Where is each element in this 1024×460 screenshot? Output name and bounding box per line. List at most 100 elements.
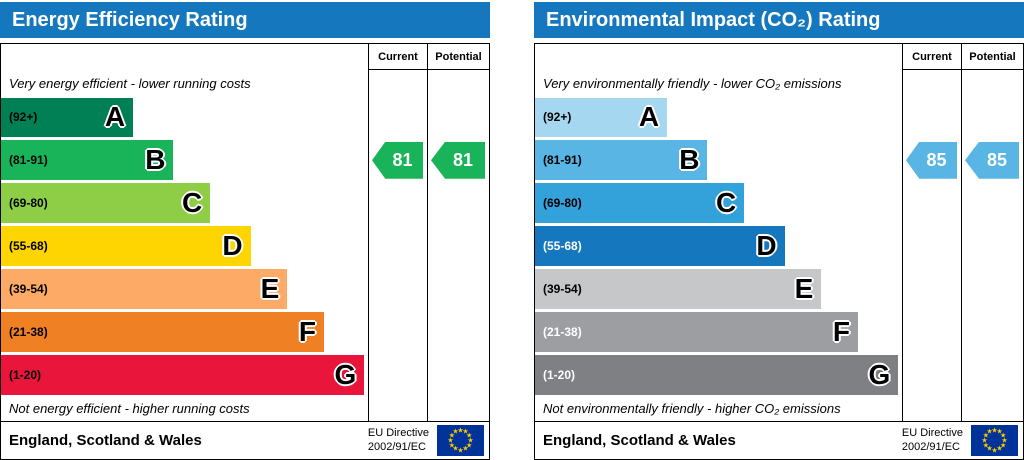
energy-region-label: England, Scotland & Wales	[9, 432, 202, 449]
band-row-g: (1-20) G	[535, 353, 902, 396]
band-bar-b: (81-91) B	[535, 140, 708, 181]
band-row-a: (92+) A	[535, 96, 902, 139]
energy-footer-right: EU Directive 2002/91/EC ★ ★ ★ ★ ★ ★ ★ ★ ★ ★ ★ ★	[368, 425, 484, 456]
band-row-d: (55-68) D	[1, 225, 368, 268]
band-bar-e: (39-54) E	[1, 268, 288, 309]
energy-band-area: Very energy efficient - lower running co…	[1, 70, 368, 421]
energy-current-rating-arrow: 81	[372, 141, 423, 179]
co2-potential-column-header: Potential	[961, 44, 1023, 70]
co2-eu-directive-line1: EU Directive	[901, 426, 963, 439]
band-range-label: (92+)	[9, 110, 38, 125]
band-range-label: (39-54)	[543, 281, 582, 296]
band-letter: D	[222, 230, 243, 261]
co2-eu-directive-text: EU Directive 2002/91/EC	[902, 427, 963, 455]
band-range-label: (1-20)	[9, 367, 42, 382]
energy-top-note: Very energy efficient - lower running co…	[9, 75, 251, 91]
co2-band-area: Very environmentally friendly - lower CO…	[535, 70, 902, 421]
band-letter: A	[104, 101, 126, 133]
band-letter: A	[638, 101, 660, 133]
band-letter: E	[794, 272, 814, 304]
eu-flag-star: ★	[462, 445, 469, 453]
band-letter: B	[679, 144, 700, 176]
eu-flag-star: ★	[462, 428, 469, 436]
co2-bottom-note: Not environmentally friendly - higher CO…	[543, 401, 841, 416]
energy-potential-rating-value: 81	[452, 149, 474, 170]
co2-current-column-header: Current	[902, 44, 961, 70]
band-bar-c: (69-80) C	[1, 183, 211, 224]
eu-flag-star: ★	[467, 437, 474, 444]
band-letter: D	[756, 230, 777, 261]
co2-region-label: England, Scotland & Wales	[543, 432, 736, 449]
eu-flag-star: ★	[466, 432, 473, 439]
eu-flag-star: ★	[452, 428, 459, 436]
band-range-label: (21-38)	[543, 324, 582, 339]
co2-current-rating-value: 85	[926, 149, 947, 170]
eu-flag-star: ★	[1001, 437, 1008, 444]
eu-flag-star: ★	[982, 432, 989, 439]
eu-flag-star: ★	[447, 437, 454, 444]
band-bar-f: (21-38) F	[1, 311, 324, 352]
eu-flag-star: ★	[1000, 442, 1007, 449]
band-row-b: (81-91) B	[535, 139, 902, 182]
co2-chart-title: Environmental Impact (CO₂) Rating	[534, 2, 1024, 38]
band-row-d: (55-68) D	[535, 225, 902, 268]
energy-band-list: (92+) A (81-91) B (69-80) C (55-68) D (39-54) E (2…	[1, 96, 368, 396]
eu-flag-star: ★	[981, 437, 988, 444]
band-range-label: (1-20)	[543, 367, 576, 382]
energy-header-spacer	[1, 44, 368, 70]
co2-potential-column: 85	[961, 70, 1023, 421]
band-range-label: (81-91)	[9, 153, 48, 168]
energy-potential-column: 81	[427, 70, 489, 421]
co2-current-column: 85	[902, 70, 961, 421]
band-row-f: (21-38) F	[535, 310, 902, 353]
band-range-label: (21-38)	[9, 324, 48, 339]
band-bar-c: (69-80) C	[535, 183, 745, 224]
band-row-g: (1-20) G	[1, 353, 368, 396]
energy-chart-title: Energy Efficiency Rating	[0, 2, 490, 38]
eu-flag-star: ★	[448, 442, 455, 449]
energy-current-column: 81	[368, 70, 427, 421]
energy-footer: England, Scotland & Wales EU Directive 2…	[1, 421, 489, 459]
energy-chart-table: Current Potential Very energy efficient …	[0, 43, 490, 460]
band-row-e: (39-54) E	[1, 267, 368, 310]
band-row-f: (21-38) F	[1, 310, 368, 353]
band-letter: G	[868, 358, 891, 390]
band-bar-b: (81-91) B	[1, 140, 174, 181]
energy-current-rating-value: 81	[392, 149, 413, 170]
band-bar-f: (21-38) F	[535, 311, 858, 352]
eu-flag-star: ★	[1000, 432, 1007, 439]
co2-top-note: Very environmentally friendly - lower CO…	[543, 75, 842, 91]
band-row-a: (92+) A	[1, 96, 368, 139]
band-range-label: (69-80)	[9, 196, 48, 211]
co2-header-spacer	[535, 44, 902, 70]
co2-footer-right: EU Directive 2002/91/EC ★ ★ ★ ★ ★ ★ ★ ★ ★ ★ ★ ★	[902, 425, 1018, 456]
eu-flag-star: ★	[991, 427, 998, 434]
eu-flag-star: ★	[991, 447, 998, 454]
eu-flag-star: ★	[996, 428, 1003, 436]
eu-flag-star: ★	[982, 442, 989, 449]
eu-flag-icon: ★ ★ ★ ★ ★ ★ ★ ★ ★ ★ ★ ★	[971, 425, 1018, 456]
band-letter: G	[334, 358, 357, 390]
band-letter: B	[145, 144, 166, 176]
eu-flag-star: ★	[466, 442, 473, 449]
co2-potential-rating-value: 85	[986, 149, 1008, 170]
band-letter: F	[832, 315, 850, 347]
band-bar-g: (1-20) G	[1, 354, 365, 395]
co2-potential-rating-arrow: 85	[965, 141, 1019, 179]
co2-current-rating-arrow: 85	[906, 141, 957, 179]
band-range-label: (92+)	[543, 110, 572, 125]
eu-flag-star: ★	[448, 432, 455, 439]
band-range-label: (81-91)	[543, 153, 582, 168]
eu-flag-star: ★	[986, 428, 993, 436]
energy-eu-directive-line1: EU Directive	[367, 426, 429, 439]
energy-current-column-header: Current	[368, 44, 427, 70]
co2-footer: England, Scotland & Wales EU Directive 2…	[535, 421, 1023, 459]
band-letter: C	[715, 187, 737, 219]
co2-eu-directive-line2: 2002/91/EC	[901, 440, 960, 453]
co2-chart-table: Current Potential Very environmentally f…	[534, 43, 1024, 460]
band-range-label: (55-68)	[9, 239, 48, 253]
eu-flag-star: ★	[996, 445, 1003, 453]
energy-eu-directive-line2: 2002/91/EC	[367, 440, 426, 453]
energy-eu-directive-text: EU Directive 2002/91/EC	[368, 427, 429, 455]
band-bar-d: (55-68) D	[535, 226, 785, 266]
